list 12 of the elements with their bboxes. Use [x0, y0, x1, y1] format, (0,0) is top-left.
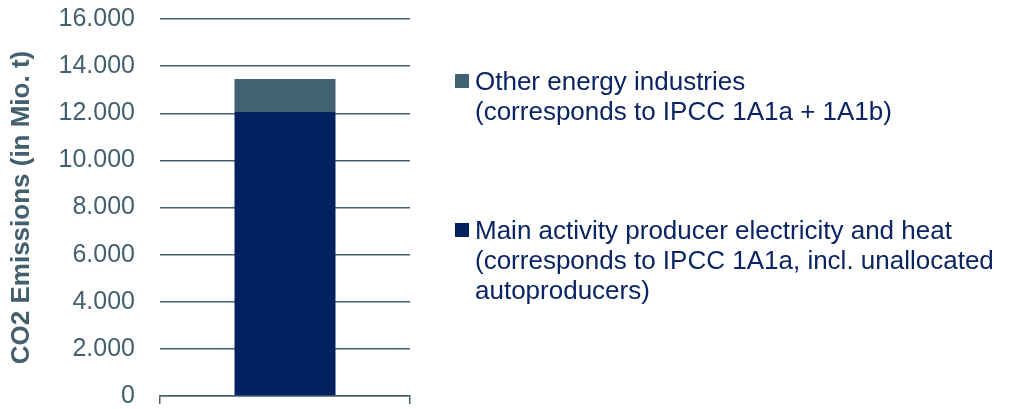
y-tick-label: 14.000 [58, 50, 135, 79]
y-tick-label: 12.000 [58, 97, 135, 126]
y-axis-title: CO2 Emissions (in Mio. t) [4, 50, 35, 365]
y-tick-label: 16.000 [58, 2, 135, 31]
legend-label: Main activity producer electricity and heat (corresponds to IPCC 1A1a, incl. unallocated autoproducers) [475, 215, 995, 305]
y-tick-label: 2.000 [72, 332, 135, 361]
y-tick-label: 6.000 [72, 238, 135, 267]
y-tick-label: 10.000 [58, 144, 135, 173]
y-tick-label: 0 [121, 379, 135, 408]
y-tick-label: 4.000 [72, 285, 135, 314]
legend-label: Other energy industries (corresponds to IPCC 1A1a + 1A1b) [475, 66, 893, 126]
y-tick-label: 8.000 [72, 191, 135, 220]
